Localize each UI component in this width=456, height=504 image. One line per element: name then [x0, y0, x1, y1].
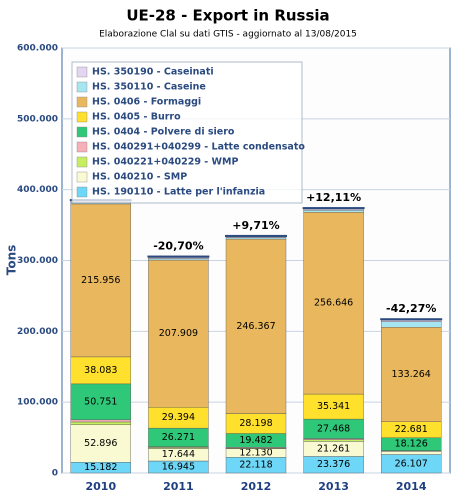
legend-label: HS. 0405 - Burro [92, 112, 181, 123]
bar-segment [381, 327, 442, 422]
data-label: 26.107 [395, 458, 428, 469]
bar-segment [303, 209, 364, 213]
bar-segment [303, 393, 364, 420]
legend-label: HS. 040210 - SMP [92, 172, 187, 183]
annotation: -20,70% [153, 240, 203, 253]
data-label: 22.118 [239, 460, 272, 471]
data-label: 29.394 [162, 412, 195, 423]
legend-swatch [76, 186, 88, 198]
legend-swatch [76, 126, 88, 138]
data-label: 27.468 [317, 423, 350, 434]
bar-top [147, 255, 210, 258]
data-label: 256.646 [314, 298, 353, 309]
data-label: 17.644 [162, 449, 195, 460]
legend-swatch [76, 156, 88, 168]
legend-label: HS. 350110 - Caseine [92, 82, 206, 93]
legend-swatch [76, 81, 88, 93]
bar-top [302, 207, 365, 210]
bar-segment [148, 257, 209, 259]
bar-segment [381, 451, 442, 455]
data-label: 52.896 [84, 438, 117, 449]
data-label: 246.367 [236, 321, 275, 332]
annotation: -42,27% [386, 302, 436, 315]
bar-segment [70, 356, 132, 385]
x-tick-label: 2011 [163, 480, 194, 493]
legend-label: HS. 350190 - Caseinati [92, 67, 214, 78]
legend-label: HS. 040291+040299 - Latte condensato [92, 142, 305, 153]
legend-box [71, 61, 303, 204]
legend-label: HS. 0406 - Formaggi [92, 97, 201, 108]
bar-segment [303, 439, 364, 442]
bar-segment [381, 320, 442, 322]
x-tick-label: 2013 [318, 480, 349, 493]
legend-swatch [76, 111, 88, 123]
data-label: 21.261 [317, 443, 350, 454]
bar-segment [225, 237, 287, 240]
data-label: 207.909 [159, 328, 198, 339]
bar-segment [225, 238, 287, 414]
data-label: 22.681 [395, 424, 428, 435]
legend-swatch [76, 96, 88, 108]
bar-segment [303, 212, 364, 395]
data-label: 23.376 [317, 459, 350, 470]
legend-label: HS. 190110 - Latte per l'infanzia [92, 187, 265, 198]
x-tick-label: 2010 [85, 480, 116, 493]
bar-segment [70, 203, 132, 358]
x-tick-label: 2014 [396, 480, 427, 493]
bar-segment [70, 424, 132, 463]
y-tick-label: 600.000 [17, 44, 58, 54]
annotation: +12,11% [306, 191, 361, 204]
y-tick-label: 500.000 [17, 114, 58, 124]
data-label: 215.956 [81, 275, 120, 286]
legend-swatch [76, 66, 88, 78]
bar-segment [148, 258, 209, 261]
bar-segment [148, 259, 209, 408]
bar-segment [225, 236, 287, 238]
chart-title: UE-28 - Export in Russia [126, 7, 329, 25]
y-tick-label: 200.000 [17, 327, 58, 337]
y-tick-label: 100.000 [17, 398, 58, 408]
bar-segment [70, 421, 132, 425]
data-label: 35.341 [317, 401, 350, 412]
legend-label: HS. 0404 - Polvere di siero [92, 127, 235, 138]
data-label: 38.083 [84, 365, 117, 376]
data-label: 133.264 [392, 369, 431, 380]
data-label: 28.198 [239, 418, 272, 429]
y-tick-label: 0 [52, 469, 58, 479]
data-label: 16.945 [162, 461, 195, 472]
y-axis-label: Tons [5, 245, 19, 276]
data-label: 12.130 [239, 448, 272, 459]
data-label: 18.126 [395, 439, 428, 450]
legend-swatch [76, 171, 88, 183]
legend-swatch [76, 141, 88, 153]
legend-label: HS. 040221+040229 - WMP [92, 157, 238, 168]
y-tick-label: 300.000 [17, 256, 58, 266]
data-label: 19.482 [239, 435, 272, 446]
y-tick-label: 400.000 [17, 185, 58, 195]
bar-segment [70, 419, 132, 423]
bar-segment [303, 208, 364, 211]
data-label: 26.271 [162, 432, 195, 443]
chart-subtitle: Elaborazione Clal su dati GTIS - aggiorn… [99, 30, 357, 40]
bar-segment [381, 321, 442, 328]
bar-top [225, 234, 287, 237]
data-label: 15.182 [84, 462, 117, 473]
annotation: +9,71% [232, 219, 279, 232]
bar-top [380, 318, 443, 321]
data-label: 50.751 [84, 396, 117, 407]
x-tick-label: 2012 [241, 480, 272, 493]
